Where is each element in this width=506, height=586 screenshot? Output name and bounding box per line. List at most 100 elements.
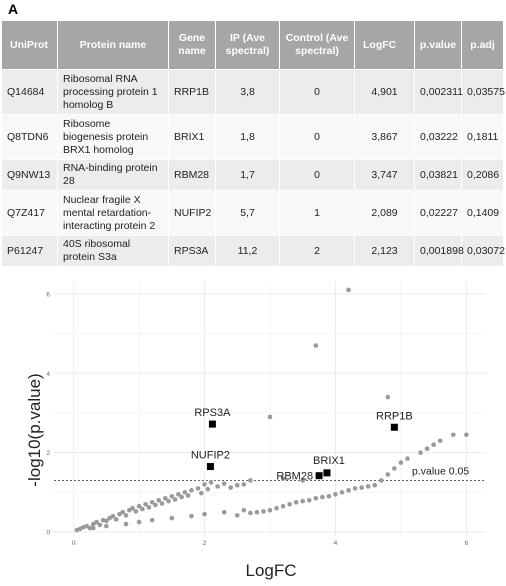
cell-control: 1 [279,190,355,236]
table-row: Q8TDN6 Ribosome biogenesis protein BRX1 … [1,114,504,160]
threshold: p.value 0.05 [54,465,486,481]
header-pvalue: p.value [414,20,462,70]
data-point [333,492,338,497]
data-point [162,495,168,501]
data-point [120,509,126,515]
panel-a-label: A [8,1,19,17]
data-point [339,490,345,495]
data-point [221,481,227,486]
cell-ip: 5,7 [215,190,280,236]
cell-logfc: 2,123 [354,235,415,267]
data-point [221,509,227,515]
gene-label-rps3a: RPS3A [194,407,231,419]
cell-control: 0 [279,69,355,115]
data-point [123,521,129,527]
cell-pvalue: 0,03222 [414,114,462,160]
data-point [169,515,175,521]
grid [54,282,486,536]
data-point [97,522,103,528]
data-point [306,497,312,503]
data-point [133,509,139,514]
cell-padj: 0,1409 [461,190,504,236]
data-point [166,498,171,504]
data-points [74,287,469,533]
cell-protein-name: Nuclear fragile X mental retardation-int… [57,190,169,236]
x-tick-label: 0 [72,540,76,547]
cell-uniprot: Q14684 [1,69,58,115]
data-point [359,485,364,490]
data-point [104,518,109,524]
cell-padj: 0,03072 [461,235,505,267]
header-protein-name: Protein name [57,20,169,70]
header-gene-name: Gene name [168,20,216,70]
data-point [287,501,292,507]
data-point [424,446,430,451]
table-row: P61247 40S ribosomal protein S3a RPS3A 1… [1,235,505,267]
table-row: Q9NW13 RNA-binding protein 28 RBM28 1,7 … [1,159,504,191]
cell-gene-name: RPS3A [168,235,216,267]
data-point [202,482,207,487]
cell-pvalue: 0,001898 [414,235,464,267]
y-tick-label: 4 [46,371,50,378]
data-point [280,476,286,481]
highlight-point-nufip2 [206,463,214,471]
table-row: Q14684 Ribosomal RNA processing protein … [1,69,505,115]
data-point [326,494,332,499]
cell-ip: 11,2 [215,235,280,267]
data-point [267,414,273,420]
data-point [208,480,214,485]
cell-protein-name: 40S ribosomal protein S3a [57,235,169,267]
header-ip: IP (Ave spectral) [215,20,280,70]
gene-label-rrp1b: RRP1B [376,410,413,422]
x-axis-title: LogFC [245,561,296,580]
cell-logfc: 4,901 [354,69,415,115]
data-point [248,478,253,483]
data-point [293,499,299,505]
data-point [189,488,194,493]
data-point [300,478,306,483]
table-header-row: UniProt Protein name Gene name IP (Ave s… [1,20,504,70]
cell-padj: 0,2086 [461,159,504,191]
data-point [123,513,129,518]
x-tick-label: 2 [203,540,207,547]
cell-pvalue: 0,03821 [414,159,462,191]
data-point [405,456,410,461]
data-point [418,450,423,455]
data-point [228,485,234,490]
data-point [143,501,148,507]
data-point [372,482,378,488]
axis-ticks: 0 2 4 6 0 2 4 6 [46,291,468,547]
data-point [169,494,175,499]
cell-ip: 3,8 [215,69,280,115]
cell-protein-name: RNA-binding protein 28 [57,159,169,191]
header-control: Control (Ave spectral) [279,20,355,70]
data-point [156,497,162,503]
data-point [248,510,253,516]
data-point [195,486,201,491]
data-point [241,507,247,513]
table-row: Q7Z417 Nuclear fragile X mental retardat… [1,190,504,236]
x-tick-label: 4 [334,540,338,547]
data-point [90,525,96,531]
data-point [385,472,391,477]
data-point [182,490,188,495]
data-point [313,495,319,501]
cell-uniprot: P61247 [1,235,58,267]
cell-uniprot: Q8TDN6 [1,114,58,160]
cell-protein-name: Ribosomal RNA processing protein 1 homol… [57,69,169,115]
data-point [149,517,155,523]
cell-uniprot: Q9NW13 [1,159,58,191]
data-point [172,497,178,502]
data-point [320,494,325,500]
data-point [280,503,286,509]
data-point [189,513,194,519]
data-point [136,503,142,509]
data-point [176,492,181,497]
cell-padj: 0,1811 [461,114,504,160]
data-point [234,513,240,518]
data-point [241,482,247,487]
data-point [352,486,358,491]
cell-gene-name: BRIX1 [168,114,216,160]
